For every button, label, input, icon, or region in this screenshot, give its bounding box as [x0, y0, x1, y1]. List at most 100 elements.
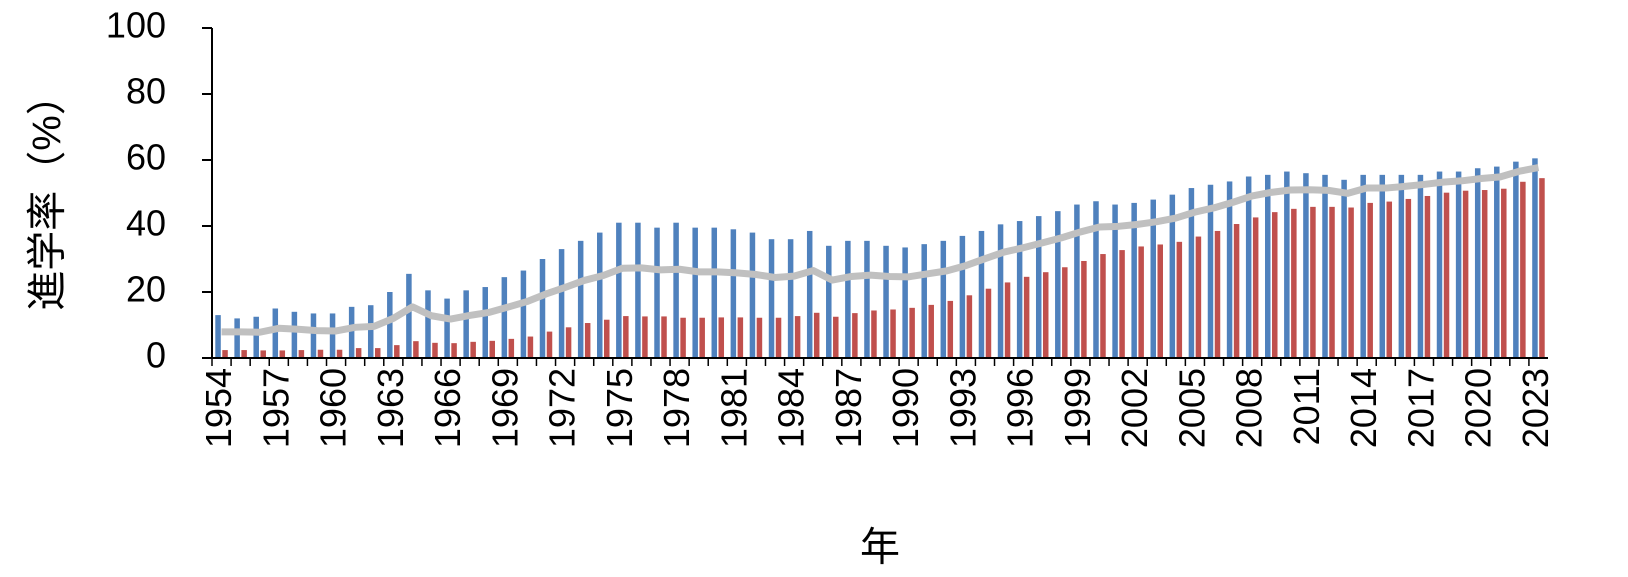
bar: [413, 341, 419, 358]
bar: [1023, 276, 1030, 358]
x-axis-label: 年: [860, 526, 900, 570]
y-tick-label: 100: [106, 5, 166, 46]
bar: [501, 277, 508, 358]
bar: [1462, 190, 1469, 358]
bar: [1436, 171, 1443, 358]
bar: [623, 316, 629, 358]
bar: [826, 245, 832, 358]
bar: [1539, 178, 1545, 358]
bar: [1360, 174, 1366, 358]
bar: [1424, 195, 1431, 358]
bar: [978, 230, 985, 358]
bar: [1322, 174, 1328, 358]
bar: [1310, 206, 1316, 358]
x-tick-label: 1963: [370, 368, 411, 448]
bar: [1042, 272, 1049, 358]
bar: [806, 230, 813, 358]
bar: [787, 239, 794, 358]
x-tick-label: 2020: [1458, 368, 1499, 448]
bar: [329, 313, 336, 358]
bar: [1169, 194, 1176, 358]
bar: [737, 317, 744, 358]
line: [221, 164, 1540, 336]
bar: [584, 323, 591, 358]
x-tick-label: 1993: [942, 368, 983, 448]
bar: [597, 232, 603, 358]
bar: [1398, 174, 1405, 358]
bar: [1055, 211, 1061, 358]
bar: [921, 244, 927, 358]
y-tick-label: 0: [146, 335, 166, 376]
bar: [1348, 207, 1354, 358]
bar: [1272, 212, 1278, 358]
x-tick-label: 2023: [1515, 368, 1556, 448]
bar: [272, 308, 279, 358]
bar: [1112, 204, 1118, 358]
bar: [1004, 282, 1011, 358]
bar: [1501, 188, 1507, 358]
x-tick-label: 1978: [656, 368, 697, 448]
y-axis-label: 進学率（%）: [26, 75, 70, 311]
bar: [959, 235, 966, 358]
bar: [298, 350, 305, 358]
bar: [1233, 224, 1240, 358]
bar: [1245, 176, 1252, 358]
bar: [1081, 260, 1087, 358]
bar: [1303, 173, 1309, 358]
bar: [520, 270, 527, 358]
bar: [1195, 236, 1202, 358]
bar: [635, 222, 641, 358]
bar: [470, 341, 476, 358]
bar: [1367, 202, 1373, 358]
bar: [1520, 181, 1526, 358]
bar: [234, 318, 240, 358]
x-tick-label: 1981: [713, 368, 754, 448]
bar: [864, 240, 870, 358]
x-tick-label: 1975: [599, 368, 640, 448]
bar: [654, 227, 660, 358]
bar: [1379, 174, 1386, 358]
bar: [997, 224, 1004, 358]
bar: [890, 309, 896, 358]
bar: [489, 340, 495, 358]
bar: [794, 316, 801, 358]
bar: [699, 317, 705, 358]
bar: [394, 345, 400, 358]
bar: [241, 350, 247, 358]
bar: [1386, 201, 1393, 358]
x-tick-label: 1984: [771, 368, 812, 448]
x-tick-label: 1960: [313, 368, 354, 448]
bar: [451, 343, 457, 358]
x-tick-label: 1996: [1000, 368, 1041, 448]
bar: [966, 295, 973, 358]
bar: [1188, 188, 1195, 358]
bar: [1265, 174, 1271, 358]
x-tick-label: 2017: [1400, 368, 1441, 448]
bar: [1291, 208, 1297, 358]
bar: [291, 311, 298, 358]
bar: [883, 245, 889, 358]
bar: [310, 313, 317, 358]
bar: [833, 316, 839, 358]
bar: [1207, 184, 1214, 358]
bar: [673, 222, 679, 358]
bar: [1455, 171, 1462, 358]
bar: [546, 331, 553, 358]
bar: [928, 304, 934, 358]
bar: [1093, 201, 1099, 358]
bar: [940, 240, 947, 358]
bar: [1214, 230, 1221, 358]
bar: [348, 306, 355, 358]
x-tick-label: 1990: [885, 368, 926, 448]
bar: [577, 240, 584, 358]
bar: [463, 290, 469, 358]
bar: [1150, 199, 1156, 358]
bar: [444, 298, 450, 358]
bar: [387, 292, 393, 358]
x-tick-label: 2005: [1171, 368, 1212, 448]
bar: [1100, 254, 1106, 358]
bar: [1226, 181, 1233, 358]
bar: [539, 259, 546, 358]
